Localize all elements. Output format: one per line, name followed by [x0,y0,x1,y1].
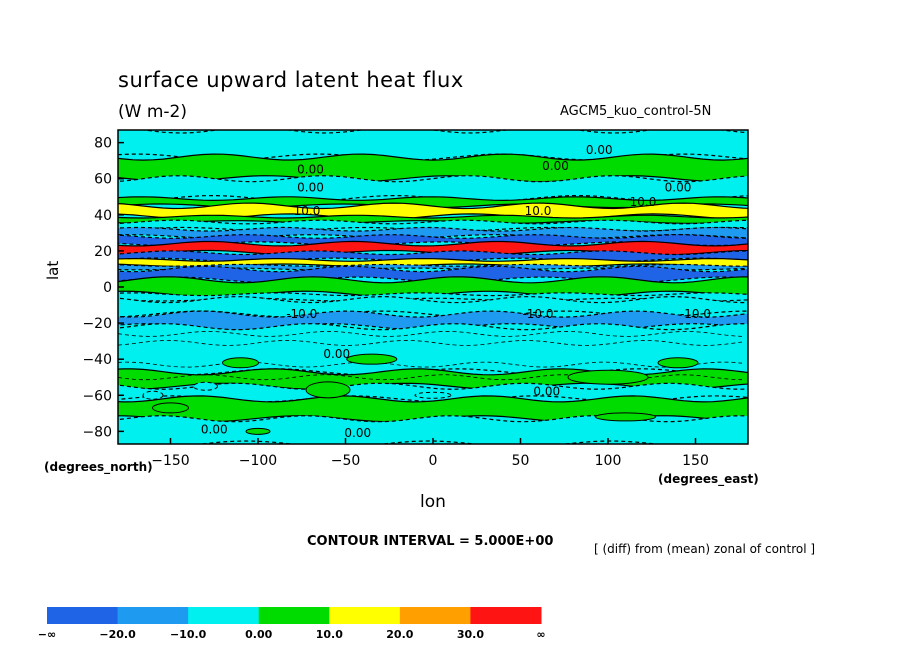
legend-label: −∞ [38,628,56,641]
contour-label: 0.00 [586,143,613,157]
x-tick-label: −150 [151,453,189,469]
x-tick-label: 100 [595,453,622,469]
y-tick-label: 0 [103,280,112,296]
legend-label: ∞ [536,628,545,641]
chart-units: (W m-2) [118,102,187,122]
chart-title: surface upward latent heat flux [118,68,464,92]
y-tick-label: 20 [94,244,112,260]
contour-patch [222,357,259,369]
contour-patch [193,381,218,391]
run-label: AGCM5_kuo_control-5N [560,104,712,119]
contour-label: -10.0 [680,307,711,321]
y-tick-label: 40 [94,208,112,224]
y-tick-label: −60 [82,388,112,404]
band-lat--22--47 [118,323,748,376]
contour-label: 10.0 [294,204,321,218]
contour-label: 0.00 [533,385,560,399]
y-tick-label: 60 [94,172,112,188]
legend-swatch [399,607,471,624]
contour-label: 0.00 [297,163,324,177]
x-axis-label: lon [420,492,446,512]
y-tick-label: −80 [82,424,112,440]
contour-patch [142,390,164,400]
contour-label: 10.0 [525,204,552,218]
contour-label: 10.0 [630,195,657,209]
contour-label: 0.00 [665,181,692,195]
diff-note: [ (diff) from (mean) zonal of control ] [594,542,816,556]
legend-swatch [470,607,542,624]
contour-patch [595,412,656,422]
contour-label: 0.00 [201,423,228,437]
legend-label: 20.0 [386,628,413,641]
x-tick-label: −100 [239,453,277,469]
legend-label: 10.0 [316,628,343,641]
contour-patch [305,381,351,399]
band-lat-87-72 [118,130,748,161]
band-lat--4--7 [118,292,748,302]
contour-patch [245,427,271,435]
band-lat--73--87 [118,415,748,444]
band-lat-15-12 [118,257,748,268]
contour-field: 0.00 0.00 0.00 0.00 0.00 10.0 10.0 10.0 -10.0 -10… [118,130,748,444]
contour-patch [657,357,699,369]
x-units-caption: (degrees_east) [658,472,759,486]
legend-label: −10.0 [170,628,207,641]
legend-label: −20.0 [99,628,136,641]
band-lat-45-39 [118,202,748,220]
contour-patch [346,353,398,365]
contour-interval-text: CONTOUR INTERVAL = 5.000E+00 [307,534,554,549]
legend-swatch [329,607,401,624]
legend-swatch [258,607,330,624]
contour-patch [152,402,189,414]
y-tick-label: −40 [82,352,112,368]
band-lat-12-10 [118,263,748,271]
x-tick-label: 0 [429,453,438,469]
band-lat-4--4 [118,276,748,298]
legend-label: 0.00 [245,628,272,641]
contour-label: -10.0 [522,307,553,321]
contour-label: 0.00 [344,426,371,440]
y-tick-label: −20 [82,316,112,332]
contour-label: 0.00 [542,159,569,173]
contour-label: 0.00 [297,181,324,195]
legend-label: 30.0 [457,628,484,641]
x-tick-label: −50 [331,453,361,469]
legend-swatch [188,607,260,624]
contour-label: 0.00 [323,347,350,361]
y-units-caption: (degrees_north) [44,460,153,474]
legend-swatch [47,607,119,624]
x-tick-label: 150 [682,453,709,469]
contour-patch [567,369,649,385]
contour-label: -10.0 [286,307,317,321]
band-lat-60-49 [118,175,748,203]
legend-swatch [117,607,189,624]
y-tick-label: 80 [94,136,112,152]
x-tick-label: 50 [512,453,530,469]
contour-patch [414,391,452,399]
